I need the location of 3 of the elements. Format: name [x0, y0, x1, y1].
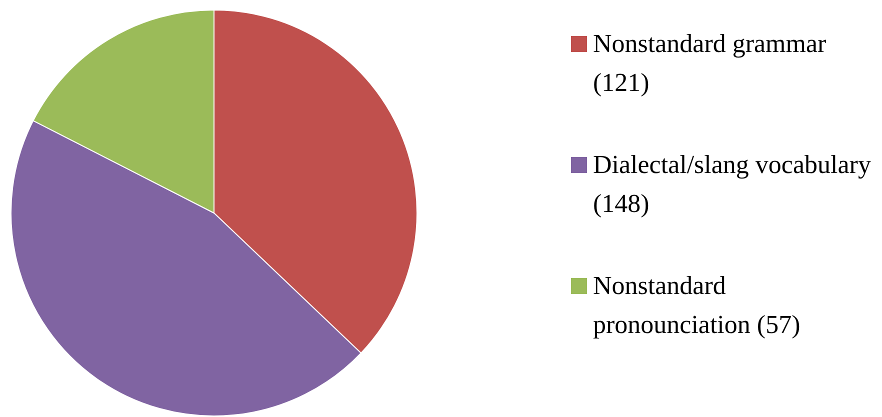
legend-label: Nonstandard grammar (121) [593, 29, 827, 97]
legend-label: Dialectal/slang vocabulary (148) [593, 150, 871, 218]
legend-label: Nonstandard pronounciation (57) [593, 271, 800, 339]
